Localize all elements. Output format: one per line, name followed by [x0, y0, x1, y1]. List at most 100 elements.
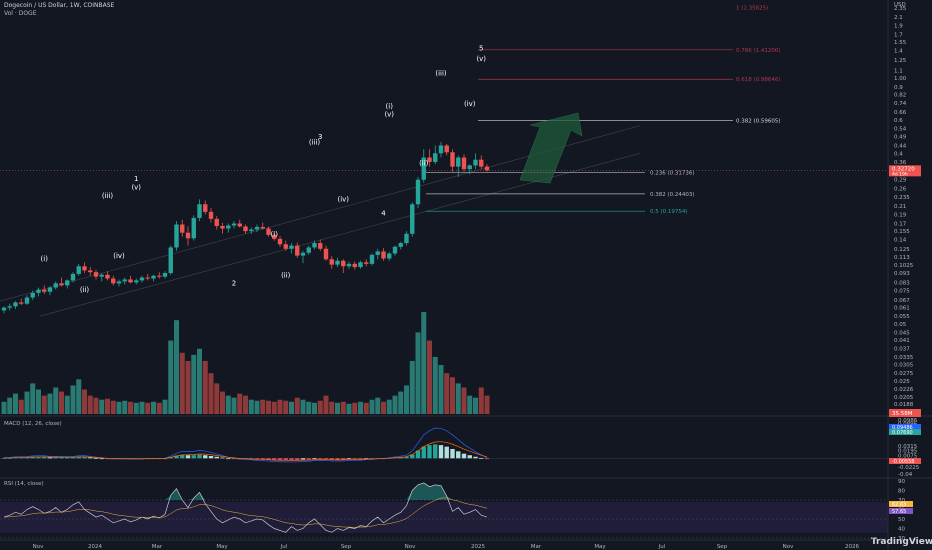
candle-body-24 [139, 277, 145, 281]
price-tick-label-34: 0.067 [894, 298, 910, 304]
candle-body-33 [191, 217, 196, 239]
volume-bar-67 [386, 399, 392, 414]
candle-body-30 [174, 224, 179, 248]
macd-histogram-bar-13 [76, 457, 81, 459]
time-tick-label-3: May [216, 544, 228, 550]
volume-bar-84 [484, 395, 490, 414]
candle-body-60 [346, 263, 352, 267]
volume-bar-2 [13, 393, 18, 414]
macd-histogram-bar-8 [47, 457, 53, 459]
rsi-legend: RSI (14, close) [4, 481, 44, 487]
candle-body-73 [421, 157, 426, 180]
candle-body-78 [450, 152, 455, 167]
rsi-tick-label-4: 50 [898, 517, 905, 523]
volume-bar-42 [243, 395, 248, 414]
volume-bar-18 [105, 398, 110, 414]
macd-tick-label-6: 0.0075 [898, 453, 918, 459]
price-tick-label-46: 0.0205 [894, 395, 914, 401]
macd-histogram-bar-75 [433, 444, 438, 459]
volume-bar-34 [197, 348, 202, 414]
price-tick-label-39: 0.041 [894, 338, 910, 344]
candle-body-7 [42, 289, 47, 292]
volume-bar-57 [329, 401, 335, 414]
rsi-tag-1: 57.65 [892, 509, 906, 515]
wave-label-10: (iii) [309, 139, 321, 147]
candle-body-47 [272, 234, 277, 239]
candle-body-39 [226, 225, 231, 229]
candle-body-14 [82, 266, 87, 271]
volume-bar-64 [369, 399, 375, 414]
candle-body-69 [398, 243, 403, 247]
candle-body-53 [306, 247, 311, 253]
candle-body-15 [88, 270, 93, 273]
volume-bar-45 [260, 399, 266, 414]
candle-body-3 [19, 302, 24, 304]
macd-histogram-bar-17 [99, 458, 104, 460]
volume-bar-19 [110, 400, 116, 414]
price-tick-label-30: 0.1025 [894, 263, 914, 269]
price-tick-label-41: 0.0335 [894, 355, 914, 361]
volume-bar-38 [220, 391, 225, 414]
candle-body-13 [76, 266, 81, 274]
macd-histogram-bar-80 [461, 453, 467, 459]
macd-histogram-bar-0 [1, 457, 7, 459]
candle-body-26 [151, 275, 156, 279]
time-tick-label-13: 2026 [845, 544, 859, 550]
volume-bar-62 [358, 401, 363, 414]
macd-histogram-bar-77 [444, 446, 449, 459]
rsi-band [0, 502, 888, 533]
candle-body-31 [180, 224, 185, 233]
volume-bar-74 [427, 340, 432, 414]
rsi-tag-bg-1 [889, 508, 913, 514]
candle-body-35 [203, 204, 208, 212]
candle-body-16 [93, 272, 99, 277]
price-tick-label-26: 0.155 [894, 229, 910, 235]
last-price-tag: 0.32720 [892, 166, 915, 172]
macd-histogram-bar-70 [404, 456, 409, 459]
volume-bar-79 [455, 383, 461, 414]
candle-body-0 [1, 307, 7, 311]
volume-bar-65 [375, 397, 381, 414]
macd-tag-bg-1 [889, 429, 921, 435]
macd-tag-2: -0.00558 [892, 459, 914, 465]
candle-body-64 [369, 254, 375, 264]
price-tick-label-40: 0.037 [894, 347, 910, 353]
macd-histogram-bar-53 [306, 458, 311, 460]
volume-bar-58 [335, 402, 340, 414]
macd-histogram-bar-36 [208, 455, 214, 459]
candle-body-22 [128, 279, 133, 283]
candle-body-17 [99, 274, 104, 277]
rsi-overbought-fill [4, 482, 487, 500]
price-tick-label-22: 0.235 [894, 195, 910, 201]
candle-body-84 [484, 166, 490, 171]
volume-bar-71 [409, 360, 415, 414]
macd-histogram-bar-84 [484, 458, 490, 460]
volume-bar-14 [82, 389, 87, 414]
volume-bar-33 [191, 354, 197, 414]
rsi-tick-label-1: 80 [898, 489, 905, 495]
volume-bar-22 [128, 401, 133, 414]
volume-bar-80 [461, 387, 467, 414]
candle-body-79 [456, 157, 461, 167]
volume-bar-56 [323, 395, 329, 414]
candle-body-49 [283, 244, 288, 249]
volume-bar-8 [47, 393, 53, 414]
volume-bar-0 [1, 401, 7, 414]
macd-histogram-bar-72 [415, 450, 421, 459]
candle-body-2 [13, 302, 18, 307]
time-tick-label-1: 2024 [88, 544, 102, 550]
price-tick-label-31: 0.093 [894, 271, 910, 277]
time-tick-label-5: Sep [341, 544, 352, 550]
rsi-tag-0: 62.63 [892, 502, 906, 508]
macd-histogram-bar-38 [220, 457, 225, 459]
macd-histogram-bar-58 [335, 458, 340, 460]
macd-histogram-bar-10 [59, 457, 64, 459]
price-tick-label-36: 0.055 [894, 314, 910, 320]
price-tick-label-11: 0.74 [894, 101, 907, 107]
wave-label-3: (iv) [113, 252, 125, 260]
price-tick-label-15: 0.49 [894, 135, 907, 141]
rsi-moving-average-line [3, 497, 488, 528]
volume-legend: Vol · DOGE [4, 10, 37, 17]
macd-histogram-bar-15 [88, 457, 93, 459]
